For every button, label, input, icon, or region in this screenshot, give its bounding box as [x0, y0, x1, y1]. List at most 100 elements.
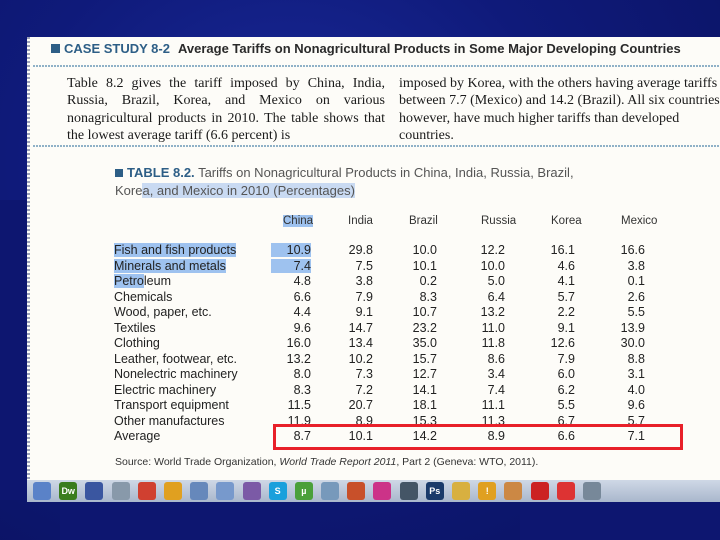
media-icon[interactable] [399, 482, 418, 500]
table-cell: 12.7 [412, 367, 437, 381]
average-row-highlight [273, 424, 683, 450]
table-cell: 3.8 [627, 258, 645, 273]
table-cell: 4.6 [557, 258, 575, 273]
table-cell: 30.0 [620, 336, 645, 350]
background-shape [60, 500, 320, 540]
case-study-label: CASE STUDY 8-2 [64, 41, 170, 56]
table-cell: 5.0 [487, 274, 505, 288]
table-cell: 4.1 [557, 274, 575, 288]
source-suffix: , Part 2 (Geneva: WTO, 2011). [396, 456, 539, 468]
notes-icon[interactable]: ! [478, 482, 497, 500]
table-cell: 3.1 [627, 367, 645, 381]
background-shape [520, 500, 720, 540]
table-cell: 8.7 [293, 429, 311, 443]
table-cell: 14.7 [348, 320, 373, 335]
row-label: Electric machinery [114, 382, 217, 397]
table-caption: TABLE 8.2. Tariffs on Nonagricultural Pr… [115, 164, 715, 200]
powerpoint-icon[interactable] [347, 482, 366, 500]
table-title-highlight: a, and Mexico in 2010 (Percentages) [142, 183, 355, 198]
utorrent-icon[interactable]: µ [294, 482, 313, 500]
table-cell: 2.6 [627, 289, 645, 304]
clock-icon[interactable] [556, 482, 575, 500]
arrow-icon[interactable] [216, 482, 235, 500]
column-header-china: China [283, 215, 314, 227]
document-page: CASE STUDY 8-2 Average Tariffs on Nonagri… [27, 37, 720, 480]
square-bullet-icon [51, 44, 60, 53]
table-label: TABLE 8.2. [127, 165, 195, 180]
table-cell: 8.6 [487, 351, 505, 366]
table-cell: 29.8 [348, 243, 373, 257]
table-cell: 3.4 [487, 367, 505, 381]
photoshop-icon[interactable]: Ps [425, 482, 444, 500]
table-source: Source: World Trade Organization, World … [115, 456, 538, 468]
table-cell: 6.0 [557, 367, 575, 381]
viber-icon[interactable] [242, 482, 261, 500]
row-label: Petroleum [114, 274, 171, 288]
table-cell: 13.9 [620, 320, 645, 335]
table-cell: 9.6 [627, 398, 645, 412]
row-label: Fish and fish products [114, 243, 237, 257]
email-icon[interactable] [321, 482, 340, 500]
save-icon[interactable] [85, 482, 104, 500]
table-cell: 13.2 [480, 305, 505, 319]
source-prefix: Source: World Trade Organization, [115, 456, 280, 468]
calculator-icon[interactable] [190, 482, 209, 500]
table-cell: 5.5 [627, 305, 645, 319]
table-cell: 10.9 [271, 243, 311, 257]
app-icon[interactable] [530, 482, 549, 500]
table-cell: 7.1 [627, 429, 645, 443]
colorwheel-icon[interactable] [373, 482, 392, 500]
chrome-icon[interactable] [137, 482, 156, 500]
folder-icon[interactable] [452, 482, 470, 500]
tools-icon[interactable] [582, 482, 601, 500]
table-cell: 14.1 [412, 382, 437, 397]
table-cell: 11.1 [481, 398, 505, 412]
table-cell: 6.4 [487, 289, 505, 304]
table-cell: 4.4 [293, 305, 311, 319]
user-icon[interactable] [504, 482, 523, 500]
row-label: Leather, footwear, etc. [114, 351, 237, 366]
table-cell: 7.9 [355, 289, 373, 304]
row-label: Chemicals [114, 289, 173, 304]
table-cell: 10.0 [480, 258, 505, 273]
table-cell: 6.6 [293, 289, 311, 304]
row-label: Minerals and metals [114, 258, 226, 273]
pinwheel-icon[interactable] [163, 482, 182, 500]
table-cell: 9.1 [355, 305, 373, 319]
square-bullet-icon [115, 169, 123, 177]
table-cell: 13.4 [348, 336, 373, 350]
table-cell: 0.1 [627, 274, 645, 288]
table-cell: 8.9 [487, 429, 505, 443]
table-cell: 8.8 [627, 351, 645, 366]
row-label-rest: leum [143, 274, 171, 288]
network-icon[interactable] [111, 482, 130, 500]
table-cell: 6.2 [557, 382, 575, 397]
table-cell: 16.0 [286, 336, 311, 350]
table-cell: 4.8 [293, 274, 311, 288]
column-header-mexico: Mexico [621, 215, 658, 227]
table-cell: 7.4 [271, 258, 311, 273]
table-cell: 4.0 [627, 382, 645, 397]
column-header-korea: Korea [551, 215, 582, 227]
table-cell: 12.6 [550, 336, 575, 350]
source-title: World Trade Report 2011 [279, 456, 397, 468]
skype-icon[interactable]: S [268, 482, 287, 500]
table-cell: 20.7 [348, 398, 373, 412]
table-cell: 10.1 [412, 258, 437, 273]
divider [33, 65, 720, 67]
ie-icon[interactable] [33, 482, 51, 500]
table-title-line2: Kore [115, 183, 143, 198]
table-cell: 5.7 [557, 289, 575, 304]
table-cell: 2.2 [557, 305, 575, 319]
table-cell: 11.5 [287, 398, 311, 412]
table-cell: 9.1 [557, 320, 575, 335]
dreamweaver-icon[interactable]: Dw [59, 482, 78, 500]
table-cell: 7.9 [557, 351, 575, 366]
table-title-line1: Tariffs on Nonagricultural Products in C… [198, 165, 574, 180]
table-cell: 7.2 [355, 382, 373, 397]
row-label: Other manufactures [114, 413, 225, 428]
column-header-brazil: Brazil [409, 215, 438, 227]
row-label-highlight: Petro [114, 274, 144, 288]
row-label: Transport equipment [114, 398, 229, 412]
